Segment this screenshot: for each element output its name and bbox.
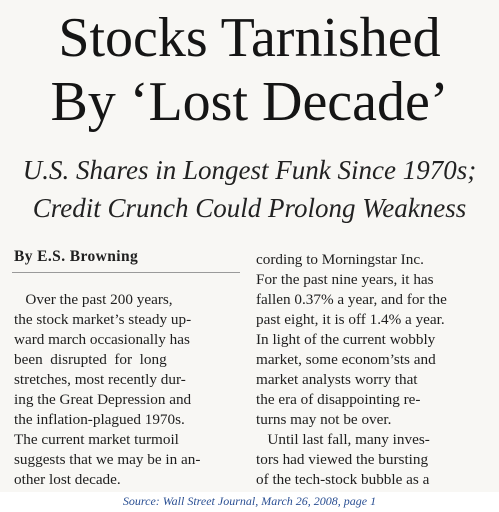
column2-line: fallen 0.37% a year, and for the — [256, 291, 447, 308]
column2-line: tors had viewed the bursting — [256, 451, 429, 468]
headline-line-2: By ‘Lost Decade’ — [50, 71, 449, 133]
column2-line: market, some econom’sts and — [256, 351, 436, 368]
column2-line: of the tech-stock bubble as a — [256, 471, 430, 488]
column2-line: past eight, it is off 1.4% a year. — [256, 311, 445, 328]
deck-line-1: U.S. Shares in Longest Funk Since 1970s; — [22, 155, 477, 185]
column2-line: market analysts worry that — [256, 371, 418, 388]
column1-line: other lost decade. — [14, 471, 121, 488]
column1-line: Over the past 200 years, — [14, 291, 173, 308]
column1-line: The current market turmoil — [14, 431, 179, 448]
column2-line: In light of the current wobbly — [256, 331, 436, 348]
byline-divider — [12, 272, 240, 273]
newspaper-clipping: Stocks Tarnished By ‘Lost Decade’ U.S. S… — [0, 0, 499, 492]
column1-line: ward march occasionally has — [14, 331, 190, 348]
column1-line: the stock market’s steady up- — [14, 311, 192, 328]
column2-line: turns may not be over. — [256, 411, 392, 428]
column2-line: For the past nine years, it has — [256, 271, 434, 288]
headline-line-1: Stocks Tarnished — [58, 7, 441, 69]
column1-line: ing the Great Depression and — [14, 391, 192, 408]
column2-line: Until last fall, many inves- — [256, 431, 430, 448]
column1-line: stretches, most recently dur- — [14, 371, 186, 388]
column2-line: the era of disappointing re- — [256, 391, 421, 408]
byline: By E.S. Browning — [14, 248, 139, 265]
column1-line: the inflation-plagued 1970s. — [14, 411, 185, 428]
source-caption: Source: Wall Street Journal, March 26, 2… — [122, 494, 377, 508]
column1-line: been disrupted for long — [14, 351, 167, 368]
column1-line: suggests that we may be in an- — [14, 451, 201, 468]
column2-line: cording to Morningstar Inc. — [256, 251, 424, 268]
deck-line-2: Credit Crunch Could Prolong Weakness — [32, 193, 467, 223]
